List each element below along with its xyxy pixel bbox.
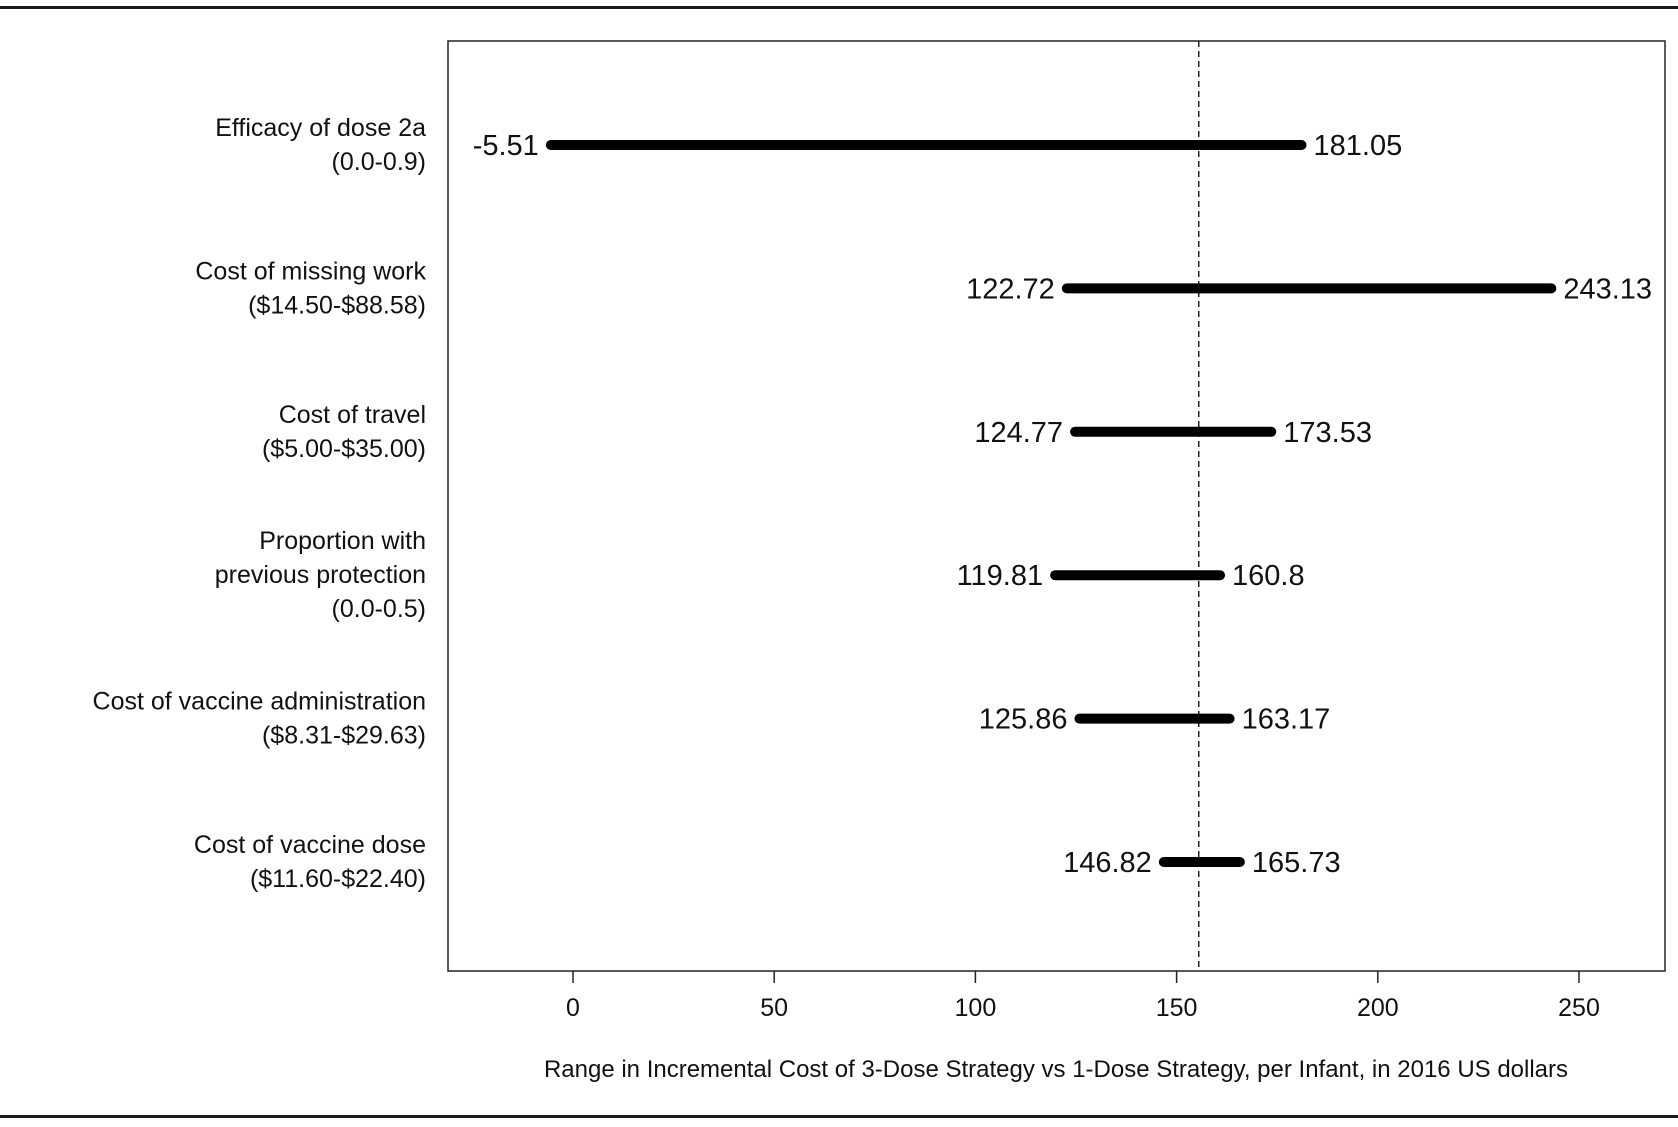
parameter-label-5-line-1: Cost of vaccine administration <box>93 688 426 716</box>
parameter-labels-layer: Efficacy of dose 2a (0.0-0.9) Cost of miss… <box>93 114 427 893</box>
low-value-label-6: 146.82 <box>1063 847 1152 879</box>
low-value-label-2: 122.72 <box>966 273 1055 305</box>
top-rule <box>0 6 1678 9</box>
high-value-label-4: 160.8 <box>1232 560 1305 592</box>
high-value-label-6: 165.73 <box>1252 847 1341 879</box>
x-tick-label-150: 150 <box>1156 994 1198 1022</box>
parameter-label-6-line-2: ($11.60-$22.40) <box>250 865 426 893</box>
low-value-label-1: -5.51 <box>473 130 539 162</box>
parameter-label-4-line-3: (0.0-0.5) <box>332 595 426 623</box>
bottom-rule <box>0 1115 1678 1118</box>
high-value-label-5: 163.17 <box>1242 704 1331 736</box>
x-tick-label-50: 50 <box>760 994 788 1022</box>
parameter-label-2-line-1: Cost of missing work <box>195 257 426 285</box>
parameter-label-6-line-1: Cost of vaccine dose <box>194 831 426 859</box>
parameter-label-3-line-1: Cost of travel <box>279 401 426 429</box>
parameter-label-1-line-2: (0.0-0.9) <box>332 148 426 176</box>
parameter-label-4-line-2: previous protection <box>215 561 426 589</box>
high-value-label-3: 173.53 <box>1283 417 1372 449</box>
parameter-label-1-line-1: Efficacy of dose 2a <box>215 114 426 142</box>
x-tick-label-100: 100 <box>955 994 997 1022</box>
x-tick-label-250: 250 <box>1558 994 1600 1022</box>
x-tick-label-200: 200 <box>1357 994 1399 1022</box>
plot-frame <box>447 40 1666 972</box>
low-value-label-4: 119.81 <box>957 560 1044 592</box>
x-axis-title: Range in Incremental Cost of 3-Dose Stra… <box>544 1056 1568 1083</box>
parameter-label-5-line-2: ($8.31-$29.63) <box>262 722 426 750</box>
bars-layer: -5.51 181.05 122.72 243.13 124.77 173.53 119.8… <box>473 130 1652 879</box>
parameter-label-4-line-1: Proportion with <box>259 527 426 555</box>
high-value-label-1: 181.05 <box>1314 130 1403 162</box>
parameter-label-3-line-2: ($5.00-$35.00) <box>262 435 426 463</box>
low-value-label-5: 125.86 <box>979 704 1068 736</box>
x-tick-label-0: 0 <box>566 994 580 1022</box>
x-axis: 0 50 100 150 200 250 <box>566 971 1600 1022</box>
high-value-label-2: 243.13 <box>1563 273 1652 305</box>
low-value-label-3: 124.77 <box>974 417 1063 449</box>
parameter-label-2-line-2: ($14.50-$88.58) <box>248 291 426 319</box>
